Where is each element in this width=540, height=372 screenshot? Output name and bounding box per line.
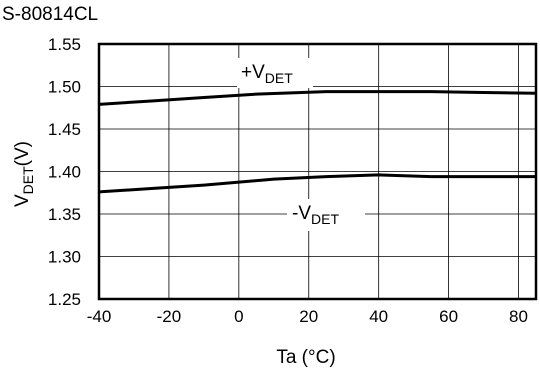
series-label-lower-main: -V [292, 203, 311, 224]
y-axis-label: VDET(V) [12, 141, 36, 207]
series-group [98, 90, 537, 194]
x-tick-label: 20 [299, 307, 318, 326]
y-axis-label-sub: DET [20, 166, 36, 194]
series-label-upper-bg [237, 58, 313, 88]
y-tick-label: 1.40 [48, 163, 81, 182]
x-axis-ticks: -40 -20 0 20 40 60 80 [87, 307, 528, 326]
x-tick-label: -40 [87, 307, 112, 326]
x-axis-label: Ta (°C) [276, 347, 335, 368]
series-label-lower: -VDET [292, 203, 339, 227]
x-tick-label: 60 [439, 307, 458, 326]
series-label-lower-bg [287, 199, 365, 231]
x-tick-label: -20 [157, 307, 182, 326]
series-label-upper-sub: DET [265, 70, 293, 86]
y-tick-label: 1.45 [48, 120, 81, 139]
y-tick-label: 1.30 [48, 248, 81, 267]
y-axis-ticks: 1.25 1.30 1.35 1.40 1.45 1.50 1.55 [48, 35, 81, 309]
series-line-upper [98, 90, 537, 106]
y-tick-label: 1.35 [48, 205, 81, 224]
series-label-upper-main: +V [241, 62, 265, 83]
series-label-upper: +VDET [241, 62, 293, 86]
y-axis-label-rest: (V) [12, 141, 33, 166]
plot-frame [97, 42, 538, 301]
x-tick-label: 0 [234, 307, 243, 326]
x-tick-label: 80 [509, 307, 528, 326]
x-tick-label: 40 [369, 307, 388, 326]
y-tick-label: 1.25 [48, 290, 81, 309]
y-axis-label-main: V [12, 194, 33, 207]
y-tick-label: 1.55 [48, 35, 81, 54]
chart-title: S-80814CL [2, 4, 98, 25]
y-tick-label: 1.50 [48, 78, 81, 97]
series-label-lower-sub: DET [311, 211, 339, 227]
series-line-lower [98, 173, 536, 194]
grid [99, 44, 536, 299]
